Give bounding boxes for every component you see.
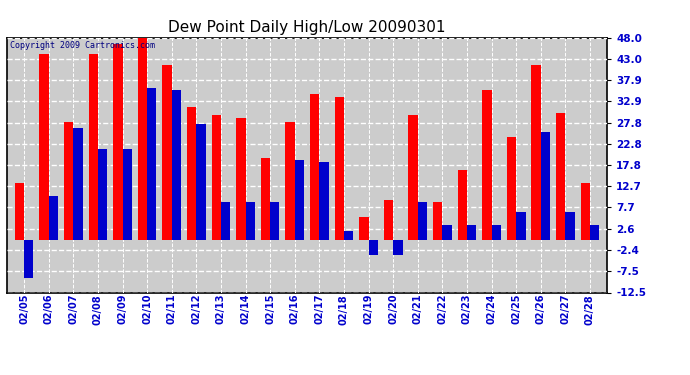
Bar (457, 170, 467, 240)
Bar (442, 225, 452, 240)
Bar (261, 158, 270, 240)
Bar (98, 149, 107, 240)
Bar (49, 195, 58, 240)
Bar (344, 231, 353, 240)
Bar (580, 183, 590, 240)
Bar (408, 116, 417, 240)
Bar (482, 90, 491, 240)
Bar (295, 160, 304, 240)
Bar (319, 162, 328, 240)
Bar (393, 240, 402, 255)
Bar (368, 240, 378, 255)
Bar (531, 65, 541, 240)
Bar (88, 54, 98, 240)
Bar (64, 122, 73, 240)
Bar (335, 96, 344, 240)
Bar (212, 116, 221, 240)
Bar (221, 202, 230, 240)
Bar (359, 217, 368, 240)
Bar (467, 225, 476, 240)
Bar (590, 225, 600, 240)
Bar (138, 35, 147, 240)
Bar (162, 65, 172, 240)
Bar (123, 149, 132, 240)
Bar (417, 202, 427, 240)
Bar (197, 124, 206, 240)
Bar (310, 94, 319, 240)
Bar (39, 54, 49, 240)
Bar (541, 132, 550, 240)
Bar (556, 113, 565, 240)
Bar (187, 107, 197, 240)
Bar (246, 202, 255, 240)
Bar (270, 202, 279, 240)
Bar (14, 183, 24, 240)
Bar (236, 118, 246, 240)
Bar (147, 88, 157, 240)
Title: Dew Point Daily High/Low 20090301: Dew Point Daily High/Low 20090301 (168, 20, 446, 35)
Bar (172, 90, 181, 240)
Text: Copyright 2009 Cartronics.com: Copyright 2009 Cartronics.com (10, 41, 155, 50)
Bar (491, 225, 501, 240)
Bar (565, 212, 575, 240)
Bar (113, 44, 123, 240)
Bar (516, 212, 526, 240)
Bar (384, 200, 393, 240)
Bar (507, 136, 516, 240)
Bar (433, 202, 442, 240)
Bar (73, 128, 83, 240)
Bar (24, 240, 34, 278)
Bar (286, 122, 295, 240)
